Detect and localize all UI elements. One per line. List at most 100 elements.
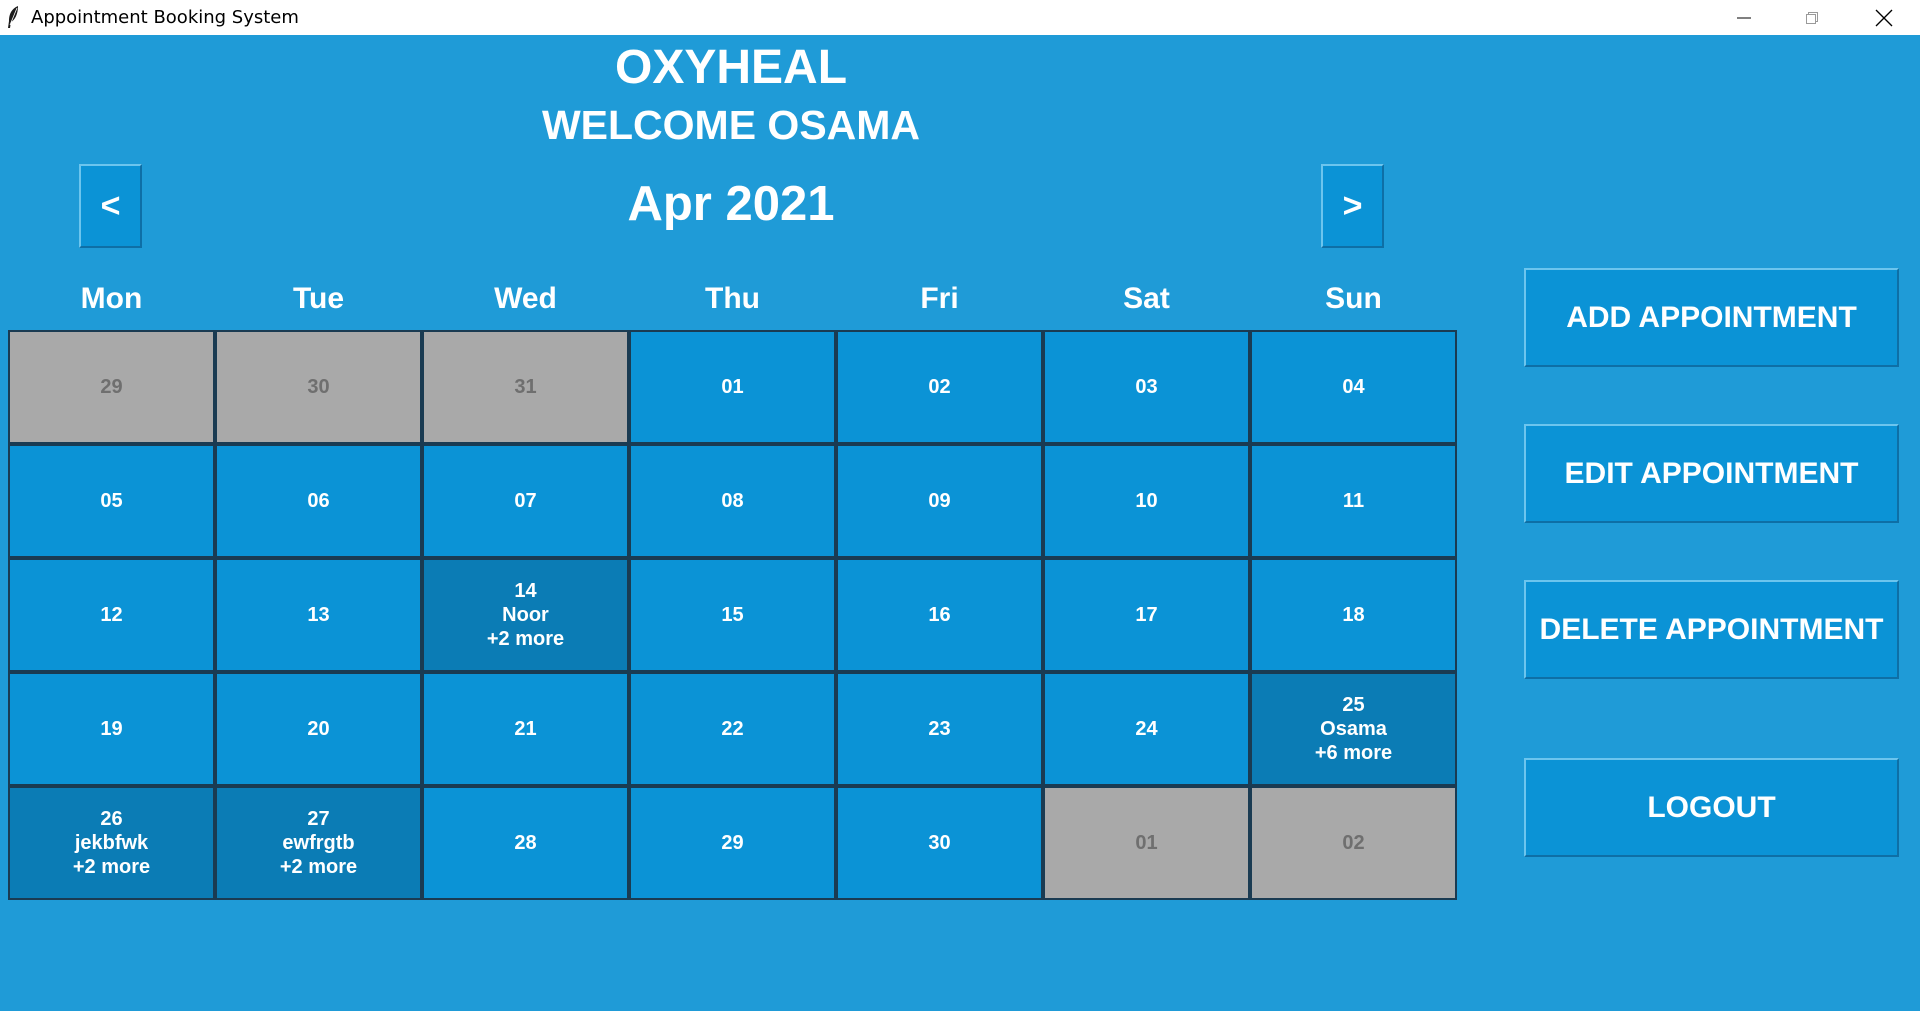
- calendar-day-cell[interactable]: 24: [1043, 672, 1250, 786]
- calendar-day-cell[interactable]: 30: [215, 330, 422, 444]
- appointment-name: Osama: [1320, 718, 1387, 740]
- weekday-sat: Sat: [1123, 282, 1170, 315]
- day-number: 23: [928, 718, 951, 740]
- calendar-day-cell[interactable]: 11: [1250, 444, 1457, 558]
- day-number: 15: [721, 604, 744, 626]
- calendar-day-cell[interactable]: 01: [629, 330, 836, 444]
- day-number: 22: [721, 718, 744, 740]
- calendar-day-cell[interactable]: 09: [836, 444, 1043, 558]
- day-number: 17: [1135, 604, 1158, 626]
- calendar-day-cell[interactable]: 08: [629, 444, 836, 558]
- day-number: 29: [100, 376, 123, 398]
- calendar-day-cell[interactable]: 29: [8, 330, 215, 444]
- previous-month-button[interactable]: <: [79, 164, 142, 248]
- calendar-day-cell[interactable]: 02: [1250, 786, 1457, 900]
- edit-appointment-button[interactable]: EDIT APPOINTMENT: [1524, 424, 1899, 523]
- calendar-day-cell[interactable]: 18: [1250, 558, 1457, 672]
- appointment-name: jekbfwk: [74, 832, 149, 854]
- day-number: 18: [1342, 604, 1365, 626]
- weekday-thu: Thu: [705, 282, 760, 315]
- weekday-tue: Tue: [292, 282, 345, 315]
- day-number: 30: [307, 376, 330, 398]
- day-number: 19: [100, 718, 123, 740]
- calendar-day-cell[interactable]: 27 ewfrgtb +2 more: [215, 786, 422, 900]
- weekday-fri: Fri: [920, 282, 959, 315]
- month-label: Apr 2021: [627, 177, 835, 231]
- weekday-mon: Mon: [80, 282, 143, 315]
- appointment-name: Noor: [502, 604, 549, 626]
- day-number: 13: [307, 604, 330, 626]
- weekday-sun: Sun: [1325, 282, 1382, 315]
- day-number: 04: [1342, 376, 1365, 398]
- calendar-day-cell[interactable]: 14 Noor +2 more: [422, 558, 629, 672]
- day-number: 02: [1342, 832, 1365, 854]
- calendar-day-cell[interactable]: 16: [836, 558, 1043, 672]
- calendar-day-cell[interactable]: 12: [8, 558, 215, 672]
- close-icon: [1875, 9, 1893, 26]
- day-number: 10: [1135, 490, 1158, 512]
- appointment-more-count: +2 more: [72, 856, 151, 878]
- day-number: 29: [721, 832, 744, 854]
- day-number: 25: [1342, 694, 1365, 716]
- calendar-day-cell[interactable]: 05: [8, 444, 215, 558]
- appointment-more-count: +2 more: [279, 856, 358, 878]
- close-button[interactable]: [1850, 0, 1918, 35]
- calendar-day-cell[interactable]: 22: [629, 672, 836, 786]
- day-number: 03: [1135, 376, 1158, 398]
- day-number: 20: [307, 718, 330, 740]
- day-number: 28: [514, 832, 537, 854]
- logout-button[interactable]: LOGOUT: [1524, 758, 1899, 857]
- calendar-day-cell[interactable]: 26 jekbfwk +2 more: [8, 786, 215, 900]
- appointment-more-count: +6 more: [1314, 742, 1393, 764]
- day-number: 05: [100, 490, 123, 512]
- calendar-day-cell[interactable]: 01: [1043, 786, 1250, 900]
- minimize-button[interactable]: [1710, 0, 1778, 35]
- minimize-icon: [1737, 17, 1751, 18]
- welcome-message: WELCOME OSAMA: [541, 102, 921, 148]
- delete-appointment-button[interactable]: DELETE APPOINTMENT: [1524, 580, 1899, 679]
- day-number: 11: [1342, 490, 1365, 512]
- calendar-day-cell[interactable]: 17: [1043, 558, 1250, 672]
- appointment-name: ewfrgtb: [282, 832, 355, 854]
- next-month-button[interactable]: >: [1321, 164, 1384, 248]
- weekday-wed: Wed: [494, 282, 557, 315]
- calendar-day-cell[interactable]: 31: [422, 330, 629, 444]
- day-number: 31: [514, 376, 537, 398]
- day-number: 14: [514, 580, 537, 602]
- calendar-day-cell[interactable]: 15: [629, 558, 836, 672]
- day-number: 08: [721, 490, 744, 512]
- calendar-day-cell[interactable]: 19: [8, 672, 215, 786]
- calendar-day-cell[interactable]: 06: [215, 444, 422, 558]
- window-title: Appointment Booking System: [31, 7, 299, 28]
- feather-icon: [8, 6, 18, 28]
- day-number: 09: [928, 490, 951, 512]
- calendar-day-cell[interactable]: 28: [422, 786, 629, 900]
- add-appointment-button[interactable]: ADD APPOINTMENT: [1524, 268, 1899, 367]
- calendar-day-cell[interactable]: 07: [422, 444, 629, 558]
- day-number: 21: [514, 718, 537, 740]
- calendar-day-cell[interactable]: 03: [1043, 330, 1250, 444]
- day-number: 01: [721, 376, 744, 398]
- brand-title: OXYHEAL: [614, 41, 848, 94]
- day-number: 24: [1135, 718, 1158, 740]
- day-number: 12: [100, 604, 123, 626]
- calendar-day-cell[interactable]: 29: [629, 786, 836, 900]
- window-titlebar: Appointment Booking System: [0, 0, 1920, 35]
- appointment-more-count: +2 more: [486, 628, 565, 650]
- calendar-day-cell[interactable]: 21: [422, 672, 629, 786]
- calendar-day-cell[interactable]: 20: [215, 672, 422, 786]
- day-number: 07: [514, 490, 537, 512]
- calendar-day-cell[interactable]: 13: [215, 558, 422, 672]
- calendar-day-cell[interactable]: 30: [836, 786, 1043, 900]
- calendar-day-cell[interactable]: 23: [836, 672, 1043, 786]
- calendar-day-cell[interactable]: 10: [1043, 444, 1250, 558]
- day-number: 01: [1135, 832, 1158, 854]
- day-number: 16: [928, 604, 951, 626]
- day-number: 27: [307, 808, 330, 830]
- maximize-button[interactable]: [1778, 0, 1846, 35]
- day-number: 06: [307, 490, 330, 512]
- calendar-day-cell[interactable]: 25 Osama +6 more: [1250, 672, 1457, 786]
- day-number: 26: [100, 808, 123, 830]
- calendar-day-cell[interactable]: 02: [836, 330, 1043, 444]
- calendar-day-cell[interactable]: 04: [1250, 330, 1457, 444]
